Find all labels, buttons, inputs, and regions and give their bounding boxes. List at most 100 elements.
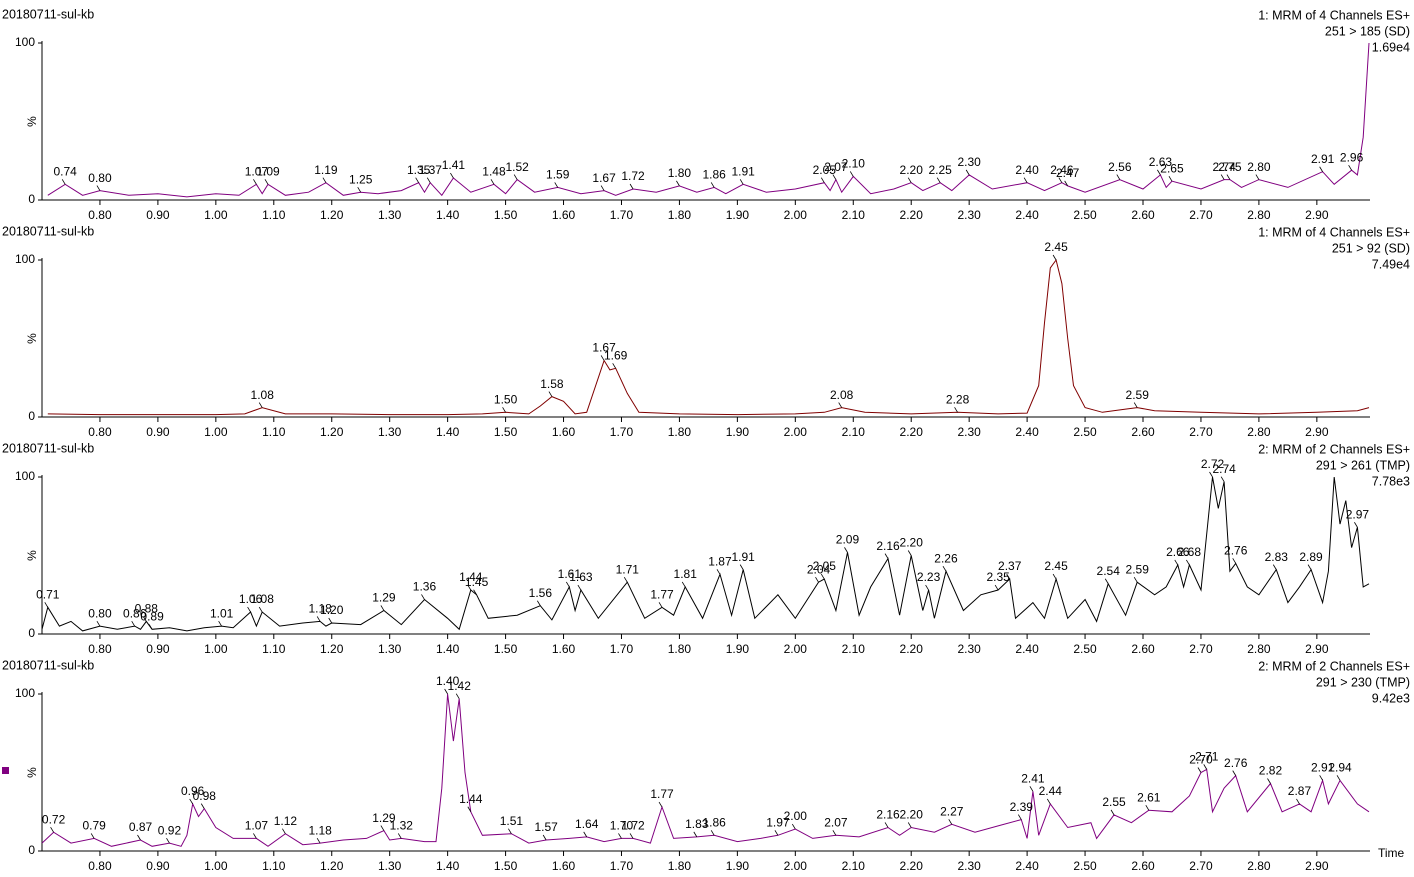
peak-leader xyxy=(1232,558,1237,564)
peak-label: 1.72 xyxy=(621,819,645,833)
sample-name: 20180711-sul-kb xyxy=(2,7,94,21)
peak-label: 0.86 xyxy=(123,606,147,620)
peak-leader xyxy=(565,581,570,588)
x-tick-label: 2.80 xyxy=(1247,208,1271,222)
peak-label: 2.94 xyxy=(1328,761,1352,775)
peak-label: 2.66 xyxy=(1166,545,1190,559)
peak-leader xyxy=(322,177,327,183)
peak-label: 1.91 xyxy=(731,550,755,564)
y-tick-label: 100 xyxy=(15,469,35,483)
peak-label: 1.19 xyxy=(314,163,338,177)
x-tick-label: 1.80 xyxy=(668,425,692,439)
x-tick-label: 2.70 xyxy=(1189,642,1213,656)
peak-leader xyxy=(96,620,101,627)
sample-name: 20180711-sul-kb xyxy=(2,658,94,672)
peak-leader xyxy=(96,185,101,191)
peak-leader xyxy=(1354,522,1358,528)
peak-label: 1.71 xyxy=(616,562,640,576)
x-tick-label: 2.90 xyxy=(1305,425,1329,439)
peak-label: 1.77 xyxy=(650,787,674,801)
x-tick-label: 1.40 xyxy=(436,642,460,656)
x-tick-label: 2.40 xyxy=(1015,642,1039,656)
peak-leader xyxy=(1220,174,1225,180)
peak-leader xyxy=(739,564,744,570)
x-tick-label: 1.20 xyxy=(320,208,344,222)
peak-leader xyxy=(1203,764,1208,770)
peak-leader xyxy=(1052,573,1057,580)
transition: 251 > 185 (SD) xyxy=(1325,24,1410,38)
x-tick-label: 2.70 xyxy=(1189,208,1213,222)
x-tick-label: 1.70 xyxy=(610,642,634,656)
peak-label: 1.32 xyxy=(390,819,414,833)
x-tick-label: 1.00 xyxy=(204,642,228,656)
peak-leader xyxy=(710,830,715,836)
peak-leader xyxy=(1017,814,1022,820)
peak-leader xyxy=(600,355,605,361)
peak-label: 1.40 xyxy=(436,674,460,688)
peak-leader xyxy=(907,177,912,183)
peak-leader xyxy=(629,833,634,839)
peak-leader xyxy=(774,830,779,836)
peak-label: 2.55 xyxy=(1102,795,1126,809)
peak-leader xyxy=(467,806,472,812)
peak-label: 0.89 xyxy=(140,609,164,623)
peak-leader xyxy=(1157,169,1161,176)
peak-label: 2.35 xyxy=(986,570,1010,584)
peak-label: 2.40 xyxy=(1015,163,1039,177)
peak-label: 2.25 xyxy=(929,163,953,177)
peak-leader xyxy=(554,182,559,188)
peak-leader xyxy=(282,828,286,834)
peak-leader xyxy=(264,179,269,185)
peak-label: 2.05 xyxy=(813,559,837,573)
peak-leader xyxy=(90,833,95,839)
peak-leader xyxy=(623,576,628,583)
peak-label: 2.91 xyxy=(1311,152,1335,166)
peak-label: 1.08 xyxy=(251,388,275,402)
peak-label: 1.52 xyxy=(505,160,529,174)
peak-leader xyxy=(380,825,385,831)
peak-label: 1.58 xyxy=(540,377,564,391)
peak-label: 1.08 xyxy=(251,592,275,606)
peak-leader xyxy=(253,833,257,839)
peak-label: 2.41 xyxy=(1021,772,1045,786)
peak-leader xyxy=(142,616,147,622)
x-tick-label: 0.80 xyxy=(88,208,112,222)
y-axis-label: % xyxy=(25,767,39,778)
peak-label: 2.23 xyxy=(917,570,941,584)
peak-label: 2.83 xyxy=(1265,550,1289,564)
peak-label: 2.44 xyxy=(1039,784,1063,798)
peak-label: 2.54 xyxy=(1097,564,1121,578)
peak-leader xyxy=(542,834,547,841)
x-tick-label: 2.30 xyxy=(957,425,981,439)
x-tick-label: 1.20 xyxy=(320,642,344,656)
x-tick-label: 1.80 xyxy=(668,642,692,656)
peak-leader xyxy=(1046,798,1051,805)
y-axis-label: % xyxy=(25,116,39,127)
peak-leader xyxy=(415,177,420,183)
peak-label: 2.71 xyxy=(1195,750,1219,764)
peak-leader xyxy=(1104,578,1109,584)
peak-label: 2.46 xyxy=(1050,163,1074,177)
peak-leader xyxy=(907,822,912,828)
peak-leader xyxy=(849,171,854,177)
x-tick-label: 2.00 xyxy=(784,425,808,439)
peak-leader xyxy=(426,177,431,183)
x-tick-label: 1.80 xyxy=(668,208,692,222)
peak-leader xyxy=(954,407,958,413)
peak-label: 1.09 xyxy=(256,164,280,178)
peak-leader xyxy=(189,798,194,805)
peak-label: 0.96 xyxy=(181,784,205,798)
y-tick-label: 0 xyxy=(28,843,35,857)
peak-leader xyxy=(815,576,819,583)
peak-leader xyxy=(444,688,448,695)
peak-leader xyxy=(791,823,796,830)
peak-leader xyxy=(820,177,825,183)
x-tick-label: 2.10 xyxy=(842,425,866,439)
peak-label: 1.86 xyxy=(703,168,727,182)
x-axis-label: Time xyxy=(1378,846,1405,860)
peak-leader xyxy=(1319,166,1323,172)
x-tick-label: 1.90 xyxy=(726,642,750,656)
x-tick-label: 2.30 xyxy=(957,208,981,222)
x-tick-label: 1.40 xyxy=(436,425,460,439)
peak-leader xyxy=(820,573,825,580)
